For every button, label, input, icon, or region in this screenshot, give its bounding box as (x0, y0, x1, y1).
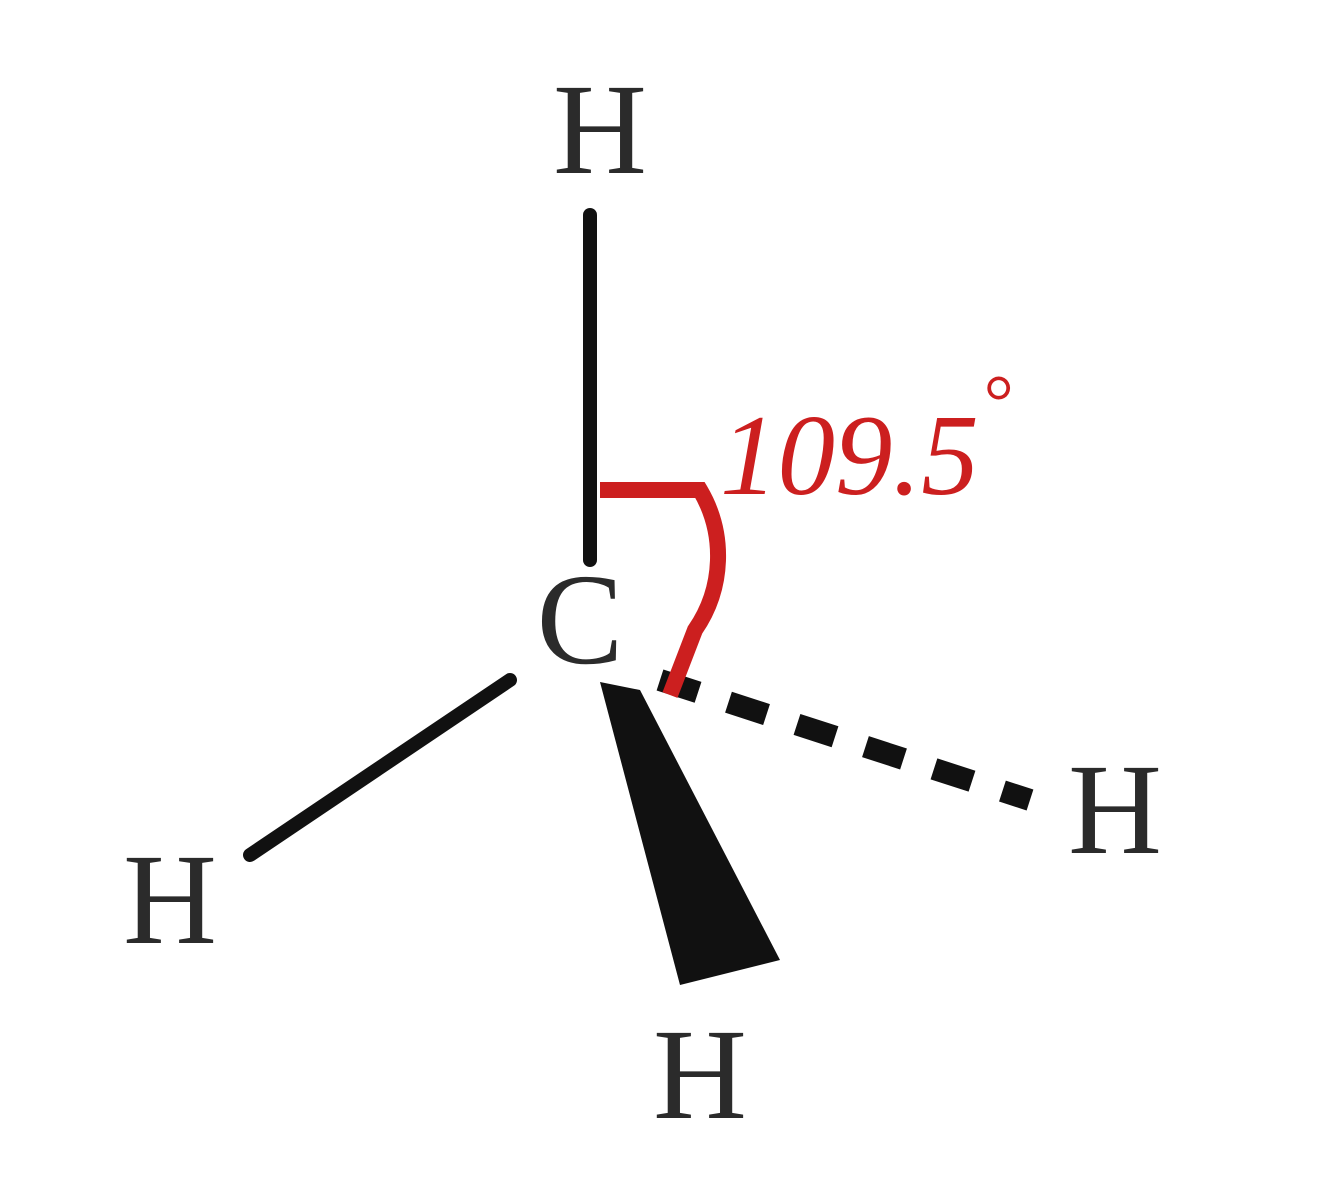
bond-front-wedge (600, 682, 780, 985)
atom-right-hydrogen: H (1068, 735, 1162, 885)
atom-bottom-hydrogen: H (653, 1000, 747, 1150)
degree-symbol-icon: ° (984, 360, 1014, 446)
bond-right-dashed (660, 680, 1030, 800)
atom-top-hydrogen: H (553, 55, 647, 205)
atom-left-hydrogen: H (123, 825, 217, 975)
bond-left (250, 680, 510, 855)
atom-center-carbon: C (537, 545, 624, 695)
bond-angle-label: 109.5 ° (720, 390, 979, 522)
angle-value: 109.5 (720, 392, 979, 519)
